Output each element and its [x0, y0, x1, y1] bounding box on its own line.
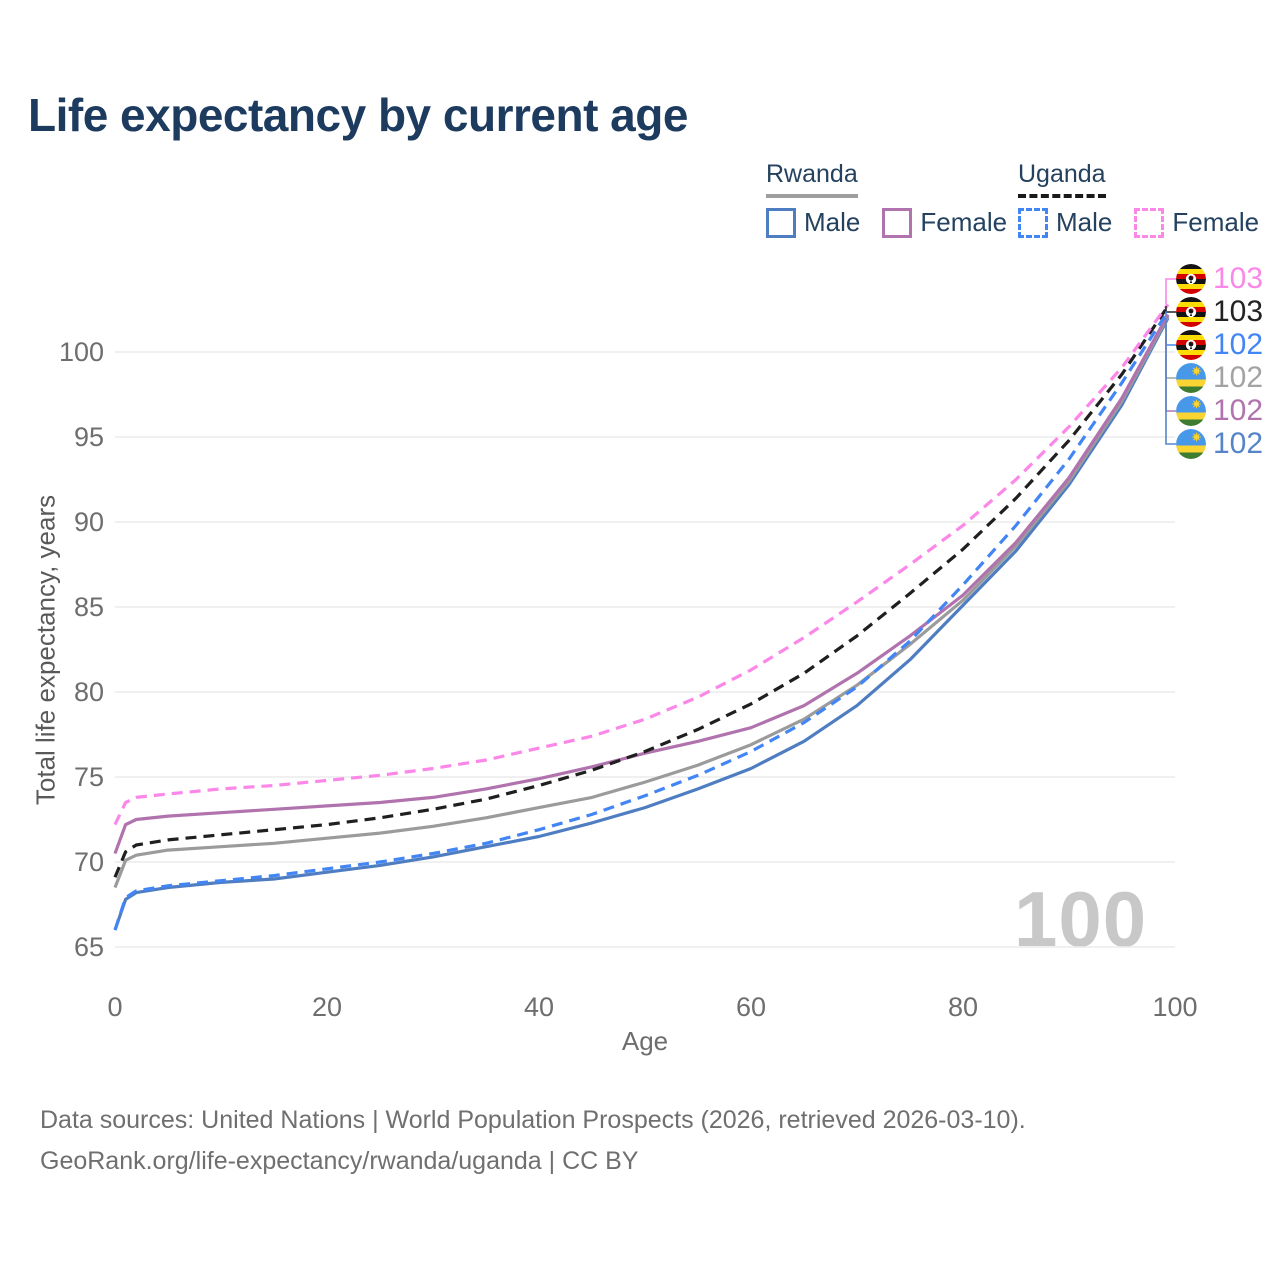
legend-label-uganda-female[interactable]: Female: [1172, 207, 1260, 237]
end-value-uganda-female: 103: [1213, 262, 1264, 295]
y-tick-70: 70: [74, 847, 104, 877]
legend-label-rwanda-female[interactable]: Female: [920, 207, 1008, 237]
series-line-rwanda-male[interactable]: [113, 317, 1170, 931]
attribution-link[interactable]: GeoRank.org/life-expectancy/rwanda/ugand…: [40, 1147, 639, 1175]
y-tick-100: 100: [59, 337, 104, 367]
leader-line-3: [1165, 316, 1176, 379]
uganda-flag-icon: [1176, 330, 1206, 360]
gridlines: [115, 351, 1175, 948]
data-sources-note: Data sources: United Nations | World Pop…: [40, 1106, 1026, 1134]
series-line-uganda-male[interactable]: [113, 310, 1170, 931]
legend-swatch-uganda-female[interactable]: [1134, 207, 1165, 238]
legend-label-uganda-male[interactable]: Male: [1056, 207, 1113, 237]
axis-tick-labels: 65 70 75 80 85 90 95 100 0 20 40 60 80 100: [59, 337, 1198, 1022]
series-line-rwanda-female[interactable]: [113, 313, 1170, 855]
end-value-rwanda-male: 102: [1213, 427, 1264, 460]
x-tick-100: 100: [1152, 992, 1197, 1022]
end-label-uganda-female: 103: [1176, 264, 1263, 294]
legend-label-rwanda-male[interactable]: Male: [804, 207, 861, 237]
end-label-uganda-both: 103: [1176, 297, 1263, 327]
hover-age-watermark: 100: [1014, 875, 1148, 963]
rwanda-flag-icon: [1176, 429, 1206, 459]
legend-country-uganda[interactable]: Uganda: [1018, 160, 1106, 198]
x-tick-0: 0: [107, 992, 122, 1022]
y-tick-90: 90: [74, 507, 104, 537]
end-label-rwanda-female: 102: [1176, 396, 1263, 426]
leader-line-4: [1165, 314, 1176, 412]
end-value-rwanda-both: 102: [1213, 361, 1264, 394]
legend-group-rwanda: Rwanda Male Female: [766, 160, 1021, 238]
legend-swatch-uganda-male[interactable]: [1018, 207, 1048, 238]
rwanda-flag-icon: [1176, 363, 1206, 393]
legend-swatch-rwanda-female[interactable]: [882, 207, 913, 238]
series-line-uganda-female[interactable]: [113, 303, 1170, 826]
legend-country-rwanda[interactable]: Rwanda: [766, 160, 858, 198]
x-axis-title: Age: [621, 1026, 669, 1056]
y-axis-title: Total life expectancy, years: [30, 494, 61, 806]
data-series-lines: [113, 303, 1170, 931]
y-tick-95: 95: [74, 422, 104, 452]
rwanda-flag-icon: [1176, 396, 1206, 426]
x-tick-80: 80: [948, 992, 978, 1022]
legend-swatch-rwanda-male[interactable]: [766, 207, 796, 238]
uganda-flag-icon: [1176, 264, 1206, 294]
end-value-uganda-both: 103: [1213, 295, 1264, 328]
label-leader-lines: [1165, 278, 1176, 445]
x-tick-60: 60: [736, 992, 766, 1022]
y-tick-85: 85: [74, 592, 104, 622]
y-tick-65: 65: [74, 932, 104, 962]
x-tick-20: 20: [312, 992, 342, 1022]
end-label-uganda-male: 102: [1176, 330, 1263, 360]
legend-group-uganda: Uganda Male Female: [1018, 160, 1273, 238]
leader-line-5: [1165, 318, 1176, 445]
x-tick-40: 40: [524, 992, 554, 1022]
y-tick-75: 75: [74, 762, 104, 792]
end-value-uganda-male: 102: [1213, 328, 1264, 361]
page-title: Life expectancy by current age: [28, 89, 688, 141]
y-tick-80: 80: [74, 677, 104, 707]
series-line-uganda[interactable]: [113, 305, 1170, 878]
end-value-rwanda-female: 102: [1213, 394, 1264, 427]
uganda-flag-icon: [1176, 297, 1206, 327]
series-line-rwanda[interactable]: [113, 315, 1170, 889]
leader-line-0: [1165, 278, 1176, 305]
end-label-rwanda-male: 102: [1176, 429, 1263, 459]
end-label-rwanda-both: 102: [1176, 363, 1263, 393]
